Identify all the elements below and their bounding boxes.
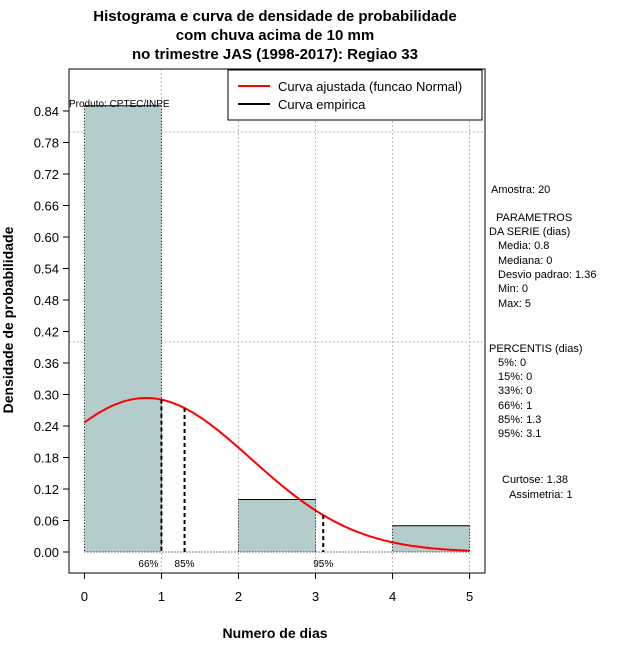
sample-size: Amostra: 20 [491, 184, 550, 196]
legend: Curva ajustada (funcao Normal) Curva emp… [227, 69, 483, 121]
stat-desvio: Desvio padrao: 1.36 [498, 269, 596, 281]
x-axis: 0 1 2 3 4 5 [81, 573, 473, 604]
bars-layer [83, 105, 471, 553]
chart-title-line-3: no trimestre JAS (1998-2017): Regiao 33 [132, 46, 418, 63]
product-label: Produto: CPTEC/INPE [69, 99, 170, 110]
x-tick-label-4: 4 [389, 589, 396, 604]
percentile-5: 5%: 0 [498, 357, 526, 369]
y-axis-title: Densidade de probabilidade [0, 226, 16, 413]
plot-frame [68, 68, 486, 574]
params-header-2: DA SERIE (dias) [489, 226, 570, 238]
y-tick-label-3: 0.18 [34, 451, 59, 466]
percentile-95: 95%: 3.1 [498, 428, 541, 440]
stat-max: Max: 5 [498, 298, 531, 310]
percentile-marker-label-1: 85% [175, 559, 195, 570]
x-axis-title: Numero de dias [222, 625, 327, 641]
y-tick-label-11: 0.66 [34, 199, 59, 214]
stat-assimetria: Assimetria: 1 [509, 489, 573, 501]
percentis-header: PERCENTIS (dias) [489, 343, 583, 355]
y-tick-label-0: 0.00 [34, 545, 59, 560]
stat-media: Media: 0.8 [498, 240, 549, 252]
x-tick-label-3: 3 [312, 589, 319, 604]
y-tick-label-14: 0.84 [34, 104, 59, 119]
x-tick-label-2: 2 [235, 589, 242, 604]
histogram-bar-0 [84, 105, 162, 552]
curve-layer [83, 396, 470, 552]
y-tick-label-12: 0.72 [34, 167, 59, 182]
y-tick-label-2: 0.12 [34, 482, 59, 497]
y-tick-label-5: 0.30 [34, 388, 59, 403]
stat-mediana: Mediana: 0 [498, 255, 552, 267]
x-tick-label-5: 5 [466, 589, 473, 604]
stat-min: Min: 0 [498, 283, 528, 295]
chart-title-line-1: Histograma e curva de densidade de proba… [93, 8, 456, 25]
stat-curtose: Curtose: 1.38 [502, 474, 568, 486]
legend-label-normal: Curva ajustada (funcao Normal) [278, 79, 462, 94]
normal-fit-curve [83, 396, 470, 552]
y-tick-label-10: 0.60 [34, 230, 59, 245]
y-axis: 0.00 0.06 0.12 0.18 0.24 0.30 0.36 0.42 0.48 0.54… [34, 104, 69, 560]
percentile-marker-label-2: 95% [313, 559, 333, 570]
y-tick-label-6: 0.36 [34, 356, 59, 371]
percentile-marker-label-0: 66% [138, 559, 158, 570]
percentile-85: 85%: 1.3 [498, 414, 541, 426]
y-tick-label-7: 0.42 [34, 325, 59, 340]
chart-title-line-2: com chuva acima de 10 mm [176, 27, 374, 44]
legend-box [227, 69, 483, 121]
params-header-1: PARAMETROS [496, 212, 572, 224]
x-tick-label-0: 0 [81, 589, 88, 604]
statistics-panel: Amostra: 20 PARAMETROS DA SERIE (dias) M… [489, 184, 596, 501]
legend-label-empirical: Curva empirica [278, 97, 366, 112]
percentile-33: 33%: 0 [498, 385, 532, 397]
percentile-66: 66%: 1 [498, 400, 532, 412]
y-tick-label-13: 0.78 [34, 136, 59, 151]
y-tick-label-8: 0.48 [34, 293, 59, 308]
y-tick-label-4: 0.24 [34, 419, 59, 434]
percentile-marker-layer: 66% 85% 95% [138, 399, 333, 570]
histogram-bar-2 [238, 499, 316, 552]
y-tick-label-9: 0.54 [34, 262, 59, 277]
y-tick-label-1: 0.06 [34, 514, 59, 529]
x-tick-label-1: 1 [158, 589, 165, 604]
percentile-15: 15%: 0 [498, 371, 532, 383]
